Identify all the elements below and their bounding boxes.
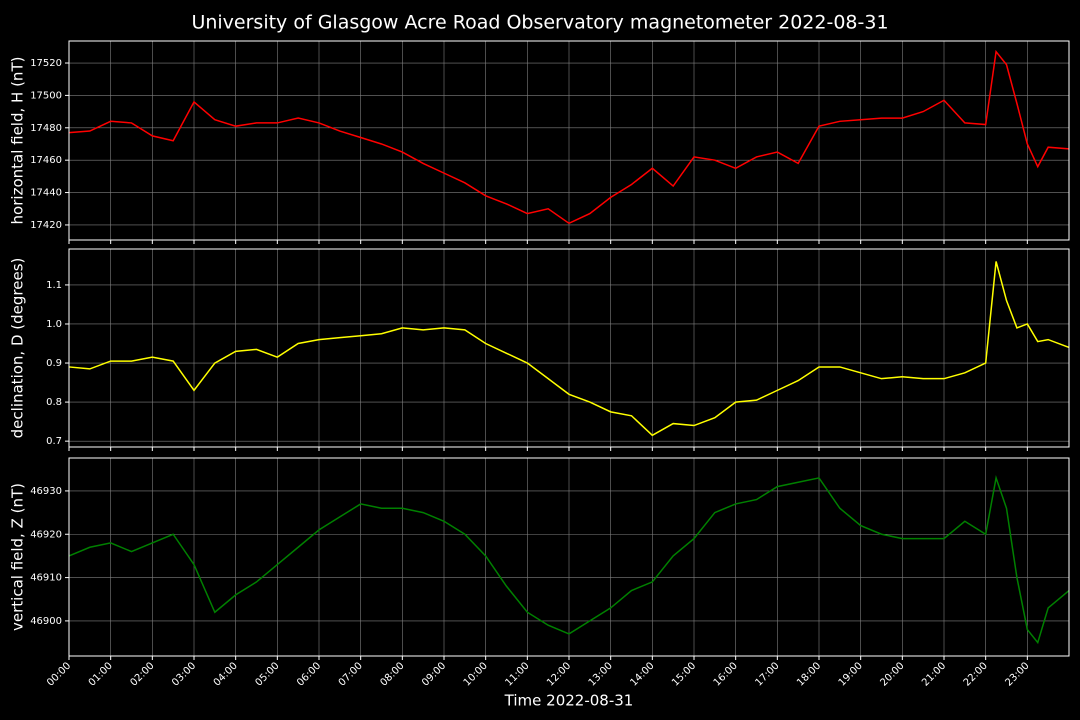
- x-tick-label: 15:00: [670, 660, 698, 688]
- y-tick-label: 17420: [30, 220, 62, 231]
- x-tick-label: 02:00: [128, 660, 156, 688]
- x-tick-label: 08:00: [378, 660, 406, 688]
- data-line: [68, 474, 1070, 645]
- x-tick-label: 20:00: [878, 660, 906, 688]
- x-tick-label: 21:00: [920, 660, 948, 688]
- y-tick-label: 46930: [30, 486, 62, 497]
- y-tick-label: 0.9: [46, 358, 62, 369]
- y-tick-label: 1.1: [46, 280, 62, 291]
- y-tick-label: 0.8: [46, 397, 62, 408]
- x-tick-label: 17:00: [753, 660, 781, 688]
- x-tick-label: 00:00: [45, 660, 73, 688]
- x-tick-label: 03:00: [170, 660, 198, 688]
- x-tick-label: 06:00: [295, 660, 323, 688]
- x-axis-label: Time 2022-08-31: [504, 692, 634, 710]
- x-tick-label: 19:00: [837, 660, 865, 688]
- x-tick-label: 22:00: [962, 660, 990, 688]
- x-tick-label: 23:00: [1003, 660, 1031, 688]
- y-axis-label: declination, D (degrees): [9, 258, 27, 439]
- x-tick-label: 13:00: [587, 660, 615, 688]
- data-line: [68, 261, 1070, 437]
- y-tick-label: 1.0: [46, 319, 62, 330]
- x-tick-label: 01:00: [87, 660, 115, 688]
- y-tick-label: 0.7: [46, 436, 62, 447]
- y-tick-label: 46900: [30, 616, 62, 627]
- y-tick-label: 46910: [30, 573, 62, 584]
- data-line: [68, 49, 1070, 225]
- x-tick-label: 16:00: [712, 660, 740, 688]
- y-tick-label: 17500: [30, 90, 62, 101]
- x-tick-label: 05:00: [253, 660, 281, 688]
- plot-frame: [68, 40, 1070, 241]
- x-tick-label: 11:00: [503, 660, 531, 688]
- y-tick-label: 17440: [30, 188, 62, 199]
- x-tick-label: 18:00: [795, 660, 823, 688]
- x-tick-label: 10:00: [462, 660, 490, 688]
- figure-title: University of Glasgow Acre Road Observat…: [191, 12, 888, 34]
- y-tick-label: 17520: [30, 58, 62, 69]
- x-tick-label: 07:00: [337, 660, 365, 688]
- y-tick-label: 17460: [30, 155, 62, 166]
- y-axis-label: horizontal field, H (nT): [9, 57, 27, 225]
- x-tick-label: 12:00: [545, 660, 573, 688]
- y-tick-label: 17480: [30, 123, 62, 134]
- x-tick-label: 04:00: [212, 660, 240, 688]
- x-tick-label: 09:00: [420, 660, 448, 688]
- y-tick-label: 46920: [30, 529, 62, 540]
- y-axis-label: vertical field, Z (nT): [9, 483, 27, 631]
- x-tick-label: 14:00: [628, 660, 656, 688]
- plot-frame: [68, 457, 1070, 657]
- plot-frame: [68, 248, 1070, 448]
